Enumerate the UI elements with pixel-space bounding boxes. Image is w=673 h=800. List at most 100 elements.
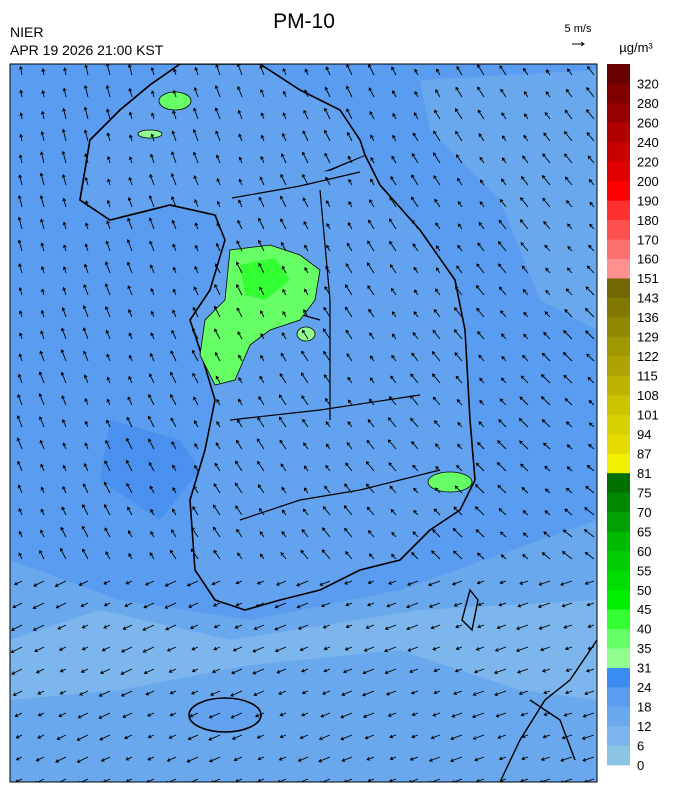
wind-arrow — [105, 551, 111, 560]
wind-arrow — [186, 580, 199, 587]
wind-arrow — [281, 132, 287, 142]
wind-arrow — [434, 487, 441, 494]
province-borders — [229, 171, 441, 521]
colorbar-tick-label: 220 — [637, 154, 659, 169]
wind-arrow — [411, 153, 419, 164]
wind-arrow — [389, 734, 397, 739]
wind-arrow — [391, 531, 397, 538]
wind-arrow — [258, 262, 265, 274]
wind-arrow — [384, 646, 397, 653]
wind-arrow — [105, 84, 111, 98]
wind-arrow — [57, 624, 67, 630]
wind-arrow — [125, 756, 133, 761]
wind-arrow — [323, 646, 331, 651]
wind-arrow — [193, 107, 199, 120]
wind-arrow — [501, 135, 507, 142]
wind-arrow — [367, 419, 375, 428]
wind-arrow — [499, 580, 507, 585]
wind-arrow — [148, 195, 155, 208]
wind-arrow — [39, 549, 45, 560]
wind-arrow — [544, 488, 551, 494]
colorbar-tick-label: 94 — [637, 427, 651, 442]
wind-arrow — [301, 350, 309, 362]
wind-arrow — [257, 239, 265, 252]
wind-arrow — [587, 376, 595, 384]
wind-arrow — [473, 668, 485, 674]
colorbar-tick-label: 65 — [637, 524, 651, 539]
colorbar-segment — [607, 433, 630, 454]
wind-arrow — [323, 374, 331, 384]
wind-arrow — [38, 371, 45, 384]
wind-arrow — [280, 552, 287, 560]
wind-arrow — [391, 553, 397, 560]
wind-arrow — [148, 217, 155, 230]
wind-arrow — [276, 580, 287, 586]
wind-arrow — [455, 646, 463, 651]
wind-arrow — [323, 306, 331, 318]
wind-arrow — [497, 484, 507, 494]
wind-arrow — [325, 443, 331, 450]
wind-arrow — [366, 756, 375, 761]
wind-arrow — [212, 526, 221, 538]
wind-arrow — [587, 155, 595, 164]
colorbar-segment — [607, 453, 630, 474]
wind-arrow — [296, 602, 309, 609]
colorbar-tick-label: 70 — [637, 505, 651, 520]
wind-arrow — [150, 287, 155, 296]
wind-arrow — [18, 353, 23, 362]
wind-arrow — [302, 508, 309, 516]
wind-arrow — [363, 646, 375, 652]
wind-arrow — [151, 112, 155, 120]
wind-arrow — [280, 352, 287, 362]
wind-arrow — [498, 756, 507, 761]
wind-arrow — [304, 288, 309, 296]
wind-arrow — [564, 153, 573, 164]
wind-arrow — [456, 265, 463, 274]
wind-arrow — [32, 624, 45, 631]
wind-arrow — [582, 756, 595, 762]
wind-arrow — [83, 106, 89, 120]
wind-arrow — [499, 65, 507, 76]
wind-arrow — [187, 778, 199, 782]
wind-arrow — [78, 580, 89, 586]
wind-arrow — [345, 85, 353, 98]
wind-arrow — [39, 439, 45, 450]
wind-arrow — [544, 311, 551, 318]
wind-arrow — [479, 201, 485, 208]
wind-arrow — [62, 286, 67, 296]
wind-arrow — [301, 151, 309, 164]
wind-arrow — [499, 778, 507, 782]
wind-arrow — [387, 417, 397, 428]
wind-arrow — [347, 421, 353, 428]
wind-arrow — [581, 734, 595, 740]
wind-arrow — [434, 109, 441, 120]
wind-arrow — [84, 64, 89, 76]
wind-arrow — [194, 420, 199, 428]
wind-arrow — [520, 712, 529, 717]
wind-arrow — [384, 624, 397, 631]
unit-label: µg/m³ — [619, 40, 653, 55]
colorbar-tick-label: 115 — [637, 369, 658, 384]
wind-arrow — [433, 508, 441, 516]
wind-arrow — [341, 690, 353, 696]
wind-arrow — [125, 437, 133, 450]
wind-arrow — [80, 602, 89, 608]
wind-arrow — [453, 329, 463, 340]
wind-arrow — [497, 440, 507, 450]
wind-arrow — [325, 421, 331, 428]
wind-arrow — [587, 624, 595, 629]
wind-arrow — [455, 108, 463, 120]
wind-arrow — [477, 86, 485, 98]
wind-arrow — [541, 174, 551, 186]
wind-arrow — [544, 510, 551, 516]
wind-arrow — [561, 734, 573, 740]
wind-arrow — [523, 333, 529, 340]
wind-arrow — [82, 548, 89, 560]
wind-arrow — [471, 712, 485, 719]
wind-arrow — [191, 526, 199, 538]
wind-arrow — [213, 549, 221, 560]
wind-arrow — [37, 690, 45, 695]
wind-arrow — [214, 351, 221, 362]
wind-arrow — [128, 375, 133, 384]
